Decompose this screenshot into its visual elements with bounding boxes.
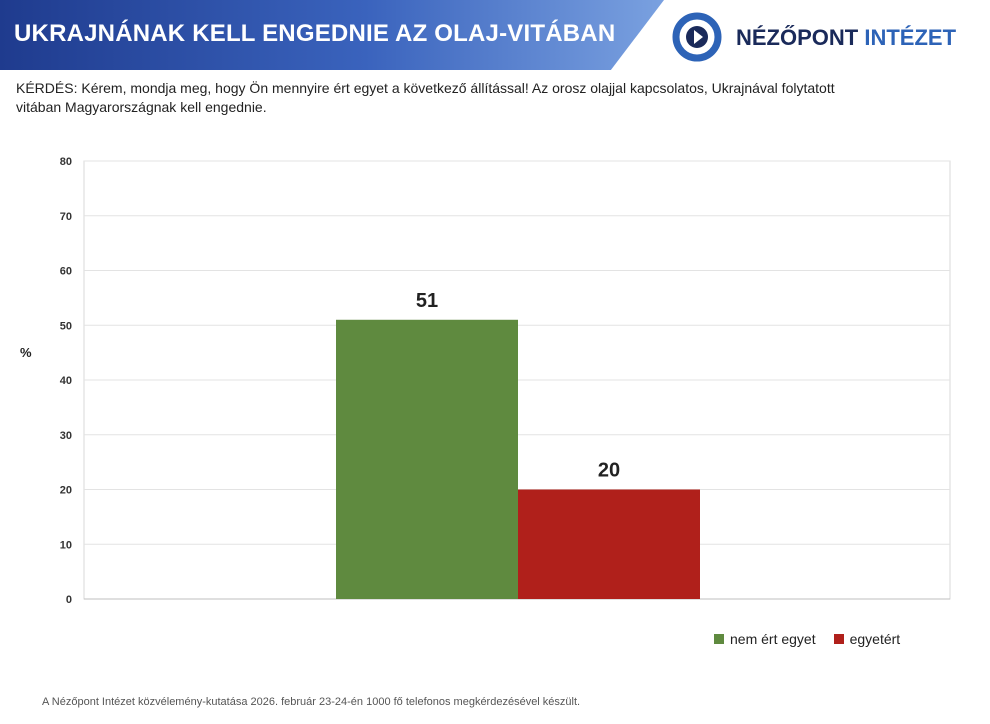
legend-item-nem-ert-egyet: nem ért egyet — [714, 631, 816, 647]
legend-swatch-red — [833, 634, 844, 644]
y-axis-label: % — [20, 345, 32, 360]
bar-nem-ert-egyet — [336, 319, 518, 599]
logo-text-intezet: INTÉZET — [864, 25, 957, 50]
nezopont-logo: NÉZŐPONT INTÉZET — [672, 12, 982, 62]
survey-question: KÉRDÉS: Kérem, mondja meg, hogy Ön menny… — [16, 80, 835, 115]
legend-item-egyetert: egyetért — [833, 631, 901, 647]
y-tick-label: 80 — [60, 156, 72, 168]
y-tick-label: 40 — [60, 375, 72, 387]
y-tick-label: 30 — [60, 430, 72, 442]
title-banner: UKRAJNÁNAK KELL ENGEDNIE AZ OLAJ-VITÁBAN — [0, 0, 664, 70]
bar-egyetert — [518, 489, 700, 599]
y-tick-label: 20 — [60, 485, 72, 497]
y-tick-label: 50 — [60, 320, 72, 332]
legend-label: nem ért egyet — [730, 631, 816, 647]
nezopont-logo-icon — [672, 12, 722, 62]
y-tick-label: 60 — [60, 266, 72, 278]
data-label: 51 — [416, 290, 438, 312]
y-tick-label: 70 — [60, 211, 72, 223]
chart-legend: nem ért egyet egyetért — [714, 631, 900, 647]
legend-swatch-green — [714, 634, 724, 644]
source-note: A Nézőpont Intézet közvélemény-kutatása … — [42, 696, 581, 708]
y-tick-label: 10 — [60, 539, 72, 551]
bar-chart: 0 10 20 30 40 50 60 70 80 51 20 — [60, 156, 951, 606]
page-title: UKRAJNÁNAK KELL ENGEDNIE AZ OLAJ-VITÁBAN — [14, 20, 616, 47]
logo-text-nezopont: NÉZŐPONT — [736, 25, 859, 50]
logo-text: NÉZŐPONT INTÉZET — [736, 25, 956, 51]
data-label: 20 — [598, 460, 620, 482]
y-tick-label: 0 — [66, 594, 72, 606]
legend-label: egyetért — [849, 631, 901, 647]
